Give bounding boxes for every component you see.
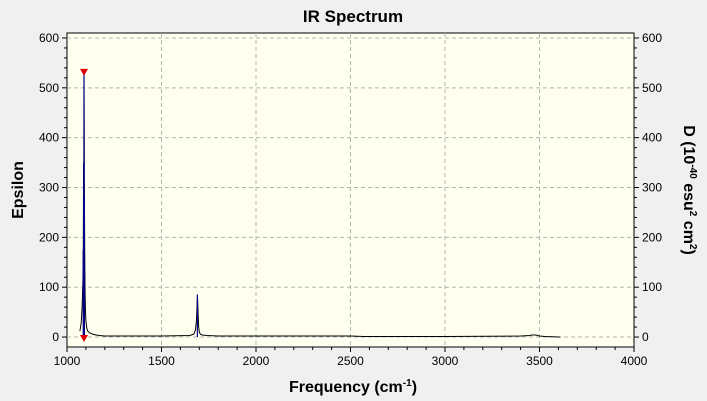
y2-tick-label: 0 [642, 330, 649, 344]
peak-marker [80, 335, 89, 343]
x-tick-label: 2500 [337, 354, 364, 368]
y-axis-label-left: Epsilon [10, 161, 27, 219]
x-axis-label: Frequency (cm-1) [289, 378, 417, 396]
x-axis: 1000 1500 2000 2500 3000 3500 4000 [54, 347, 648, 368]
chart-title: IR Spectrum [303, 7, 403, 26]
peak-marker [80, 68, 89, 76]
y-tick-label: 100 [39, 280, 59, 294]
y2-tick-label: 100 [642, 280, 662, 294]
series-group [79, 72, 561, 338]
y-tick-label: 600 [39, 31, 59, 45]
x-tick-label: 3500 [526, 354, 553, 368]
x-tick-label: 3000 [432, 354, 459, 368]
peak-markers [80, 68, 89, 343]
x-tick-label: 2000 [243, 354, 270, 368]
y2-tick-label: 300 [642, 181, 662, 195]
y2-tick-label: 400 [642, 131, 662, 145]
y-axis-right: 0 100 200 300 400 500 600 [634, 31, 662, 344]
y-axis-left: 0 100 200 300 400 500 600 [39, 31, 67, 344]
x-tick-label: 1500 [148, 354, 175, 368]
y2-tick-label: 200 [642, 230, 662, 244]
y2-tick-label: 500 [642, 81, 662, 95]
y-tick-label: 300 [39, 181, 59, 195]
y2-tick-label: 600 [642, 31, 662, 45]
y-axis-label-right: D (10-40 esu2 cm2) [680, 125, 698, 255]
y-tick-label: 500 [39, 81, 59, 95]
y-tick-label: 200 [39, 230, 59, 244]
x-tick-label: 4000 [621, 354, 648, 368]
grid-lines [67, 33, 634, 347]
y-tick-label: 400 [39, 131, 59, 145]
x-tick-label: 1000 [54, 354, 81, 368]
y-tick-label: 0 [52, 330, 59, 344]
